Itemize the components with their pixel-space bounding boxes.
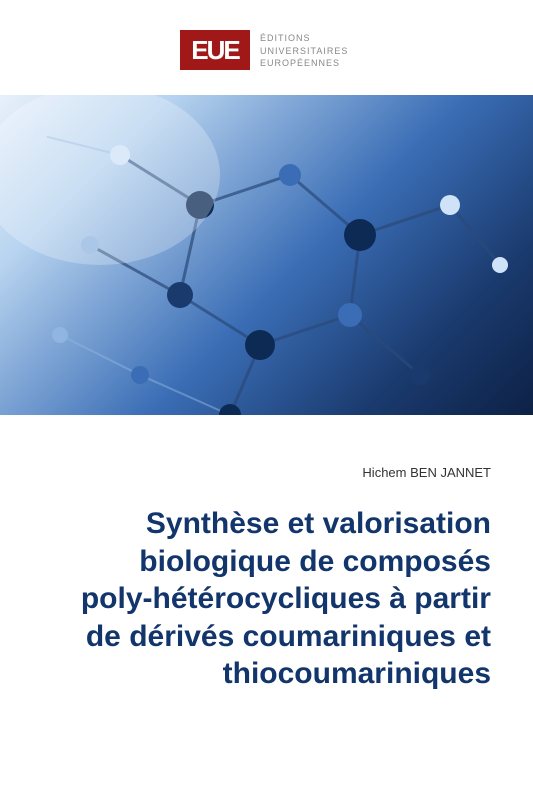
molecule-icon [0, 95, 533, 415]
publisher-logo-mark: EUE [180, 30, 250, 70]
publisher-name: ÉDITIONS UNIVERSITAIRES EUROPÉENNES [260, 30, 348, 70]
author-name: Hichem BEN JANNET [362, 465, 491, 480]
book-title: Synthèse et valorisation biologique de c… [60, 505, 491, 693]
publisher-logo-block: EUE ÉDITIONS UNIVERSITAIRES EUROPÉENNES [180, 30, 348, 70]
cover-hero-image [0, 95, 533, 415]
publisher-line3: EUROPÉENNES [260, 57, 348, 70]
publisher-line1: ÉDITIONS [260, 32, 348, 45]
publisher-line2: UNIVERSITAIRES [260, 45, 348, 58]
